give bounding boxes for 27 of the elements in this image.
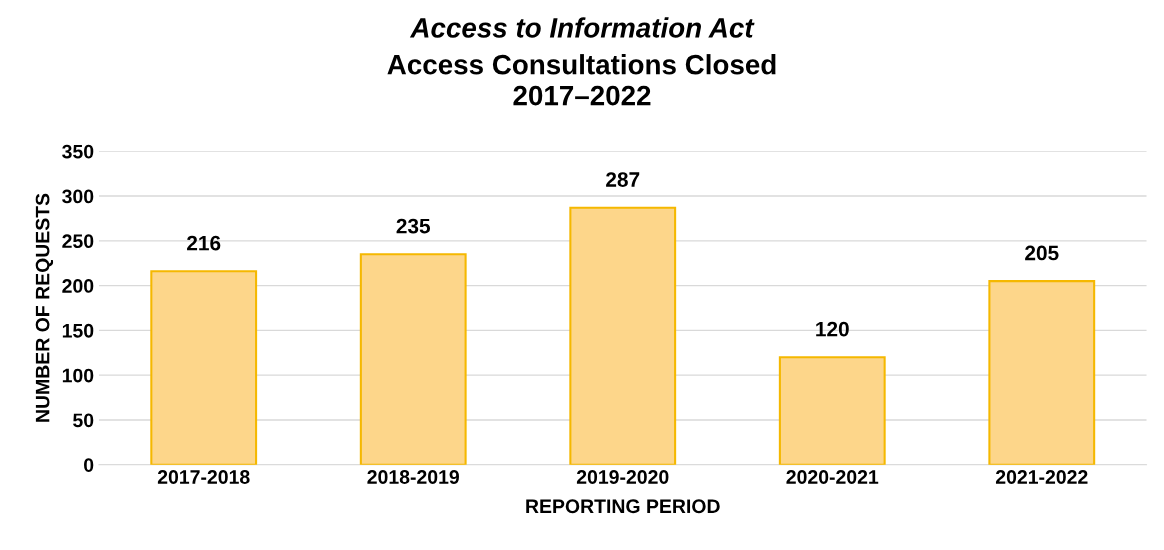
bar xyxy=(359,253,467,465)
bar xyxy=(988,280,1096,465)
y-axis-title: NUMBER OF REQUESTS xyxy=(35,193,54,422)
bar xyxy=(778,356,886,465)
y-tick-label: 250 xyxy=(62,234,94,249)
x-tick-label: 2019-2020 xyxy=(576,470,669,484)
x-tick-label: 2017-2018 xyxy=(157,470,250,484)
y-tick-label: 300 xyxy=(62,189,94,204)
y-tick-label: 100 xyxy=(62,368,94,383)
bar xyxy=(150,270,258,465)
y-tick-label: 0 xyxy=(84,458,94,472)
data-label: 235 xyxy=(396,218,431,234)
y-tick-label: 350 xyxy=(62,144,94,159)
data-label: 205 xyxy=(1025,245,1059,261)
chart-title: Access to Information Act xyxy=(409,17,755,38)
y-tick-label: 200 xyxy=(62,279,94,293)
data-label: 216 xyxy=(187,235,221,251)
x-axis-title: REPORTING PERIOD xyxy=(526,499,720,514)
x-tick-label: 2021-2022 xyxy=(995,470,1088,484)
chart-subtitle: Access Consultations Closed 2017–2022 xyxy=(387,54,776,106)
bar xyxy=(569,206,677,465)
x-tick-label: 2018-2019 xyxy=(367,470,459,484)
data-label: 287 xyxy=(606,172,640,187)
x-tick-label: 2020-2021 xyxy=(786,470,879,484)
data-label: 120 xyxy=(816,321,849,337)
y-tick-label: 150 xyxy=(62,323,94,338)
y-tick-label: 50 xyxy=(73,413,94,428)
